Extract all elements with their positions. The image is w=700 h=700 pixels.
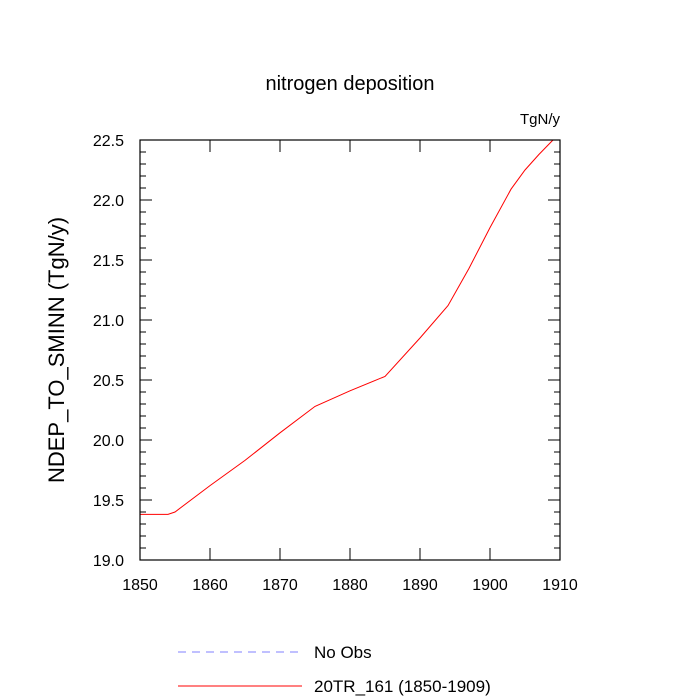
legend: No Obs 20TR_161 (1850-1909) xyxy=(178,643,491,696)
legend-label: No Obs xyxy=(314,643,372,662)
y-tick-label: 20.5 xyxy=(93,373,124,390)
y-tick-label: 22.5 xyxy=(93,133,124,150)
x-tick-label: 1850 xyxy=(122,577,158,594)
axis-ticks xyxy=(139,139,561,561)
y-tick-label: 21.0 xyxy=(93,313,124,330)
x-tick-label: 1890 xyxy=(402,577,438,594)
x-tick-label: 1880 xyxy=(332,577,368,594)
plot-frame xyxy=(139,139,561,561)
x-tick-label: 1870 xyxy=(262,577,298,594)
series-line xyxy=(140,139,554,515)
x-tick-labels: 1850 1860 1870 1880 1890 1900 1910 xyxy=(122,577,578,594)
x-tick-label: 1910 xyxy=(542,577,578,594)
y-tick-label: 22.0 xyxy=(93,193,124,210)
legend-label: 20TR_161 (1850-1909) xyxy=(314,677,491,696)
series-layer xyxy=(140,139,554,515)
y-tick-label: 19.5 xyxy=(93,493,124,510)
x-tick-label: 1900 xyxy=(472,577,508,594)
y-tick-labels: 19.0 19.5 20.0 20.5 21.0 21.5 22.0 22.5 xyxy=(93,133,124,570)
x-tick-label: 1860 xyxy=(192,577,228,594)
y-tick-label: 21.5 xyxy=(93,253,124,270)
y-tick-label: 20.0 xyxy=(93,433,124,450)
units-label: TgN/y xyxy=(520,111,561,128)
chart-title: nitrogen deposition xyxy=(265,73,434,95)
y-axis-label: NDEP_TO_SMINN (TgN/y) xyxy=(44,217,69,483)
y-tick-label: 19.0 xyxy=(93,553,124,570)
